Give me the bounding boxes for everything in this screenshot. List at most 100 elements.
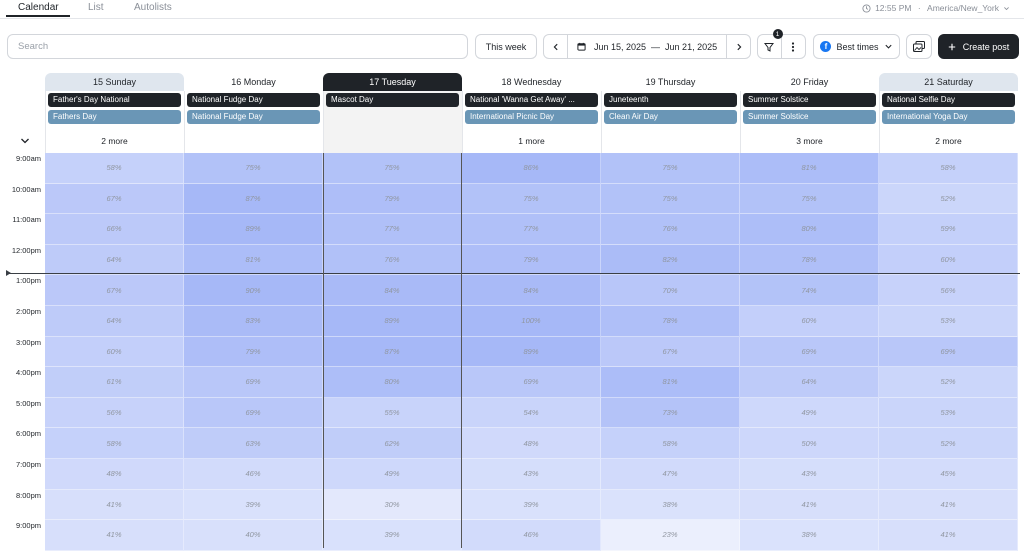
event-chip[interactable]: Clean Air Day — [604, 110, 737, 124]
event-chip[interactable]: Father's Day National — [48, 93, 181, 107]
time-slot-cell[interactable]: 41% — [879, 520, 1018, 551]
time-slot-cell[interactable]: 48% — [462, 428, 601, 459]
time-slot-cell[interactable]: 82% — [601, 244, 740, 276]
time-slot-cell[interactable]: 48% — [45, 459, 184, 490]
time-slot-cell[interactable]: 53% — [879, 397, 1018, 429]
time-slot-cell[interactable]: 56% — [45, 397, 184, 429]
time-slot-cell[interactable]: 39% — [462, 489, 601, 521]
time-slot-cell[interactable]: 74% — [740, 275, 879, 306]
time-slot-cell[interactable]: 75% — [462, 183, 601, 215]
event-chip[interactable]: National Fudge Day — [187, 93, 320, 107]
time-slot-cell[interactable]: 78% — [601, 306, 740, 337]
search-input[interactable]: Search — [7, 34, 468, 59]
time-slot-cell[interactable]: 80% — [740, 214, 879, 245]
event-chip[interactable]: Mascot Day — [326, 93, 459, 107]
time-slot-cell[interactable]: 100% — [462, 306, 601, 337]
time-slot-cell[interactable]: 87% — [323, 336, 462, 368]
more-options-button[interactable] — [782, 35, 805, 58]
time-slot-cell[interactable]: 60% — [879, 244, 1018, 276]
time-slot-cell[interactable]: 90% — [184, 275, 323, 306]
time-slot-cell[interactable]: 66% — [45, 214, 184, 245]
time-slot-cell[interactable]: 23% — [601, 520, 740, 551]
time-slot-cell[interactable]: 52% — [879, 428, 1018, 459]
time-slot-cell[interactable]: 43% — [462, 459, 601, 490]
time-slot-cell[interactable]: 50% — [740, 428, 879, 459]
time-slot-cell[interactable]: 89% — [184, 214, 323, 245]
more-events-link[interactable]: 3 more — [796, 136, 823, 146]
time-slot-cell[interactable]: 62% — [323, 428, 462, 459]
time-slot-cell[interactable]: 47% — [601, 459, 740, 490]
time-slot-cell[interactable]: 84% — [323, 275, 462, 306]
time-slot-cell[interactable]: 89% — [323, 306, 462, 337]
time-slot-cell[interactable]: 81% — [184, 244, 323, 276]
event-chip[interactable]: International Picnic Day — [465, 110, 598, 124]
this-week-button[interactable]: This week — [475, 34, 537, 59]
time-slot-cell[interactable]: 69% — [462, 367, 601, 398]
tab-autolists[interactable]: Autolists — [134, 2, 172, 13]
time-slot-cell[interactable]: 41% — [45, 520, 184, 551]
time-slot-cell[interactable]: 75% — [601, 153, 740, 184]
best-times-dropdown[interactable]: f Best times — [813, 34, 900, 59]
create-post-button[interactable]: Create post — [938, 34, 1019, 59]
day-header[interactable]: 16 Monday — [231, 77, 276, 87]
time-slot-cell[interactable]: 80% — [323, 367, 462, 398]
time-slot-cell[interactable]: 75% — [184, 153, 323, 184]
day-header[interactable]: 15 Sunday — [45, 73, 184, 91]
more-events-link[interactable]: 2 more — [101, 136, 128, 146]
time-slot-cell[interactable]: 58% — [45, 428, 184, 459]
media-library-button[interactable] — [906, 34, 932, 59]
time-slot-cell[interactable]: 75% — [740, 183, 879, 215]
time-slot-cell[interactable]: 75% — [601, 183, 740, 215]
time-slot-cell[interactable]: 76% — [601, 214, 740, 245]
day-header[interactable]: 21 Saturday — [879, 73, 1018, 91]
time-slot-cell[interactable]: 58% — [45, 153, 184, 184]
event-chip[interactable]: Summer Solstice — [743, 110, 876, 124]
time-slot-cell[interactable]: 69% — [184, 367, 323, 398]
time-slot-cell[interactable]: 56% — [879, 275, 1018, 306]
time-slot-cell[interactable]: 41% — [45, 489, 184, 521]
event-chip[interactable]: National 'Wanna Get Away' ... — [465, 93, 598, 107]
time-slot-cell[interactable]: 41% — [740, 489, 879, 521]
next-week-button[interactable] — [726, 35, 750, 58]
time-slot-cell[interactable]: 43% — [740, 459, 879, 490]
time-slot-cell[interactable]: 81% — [740, 153, 879, 184]
time-slot-cell[interactable]: 52% — [879, 183, 1018, 215]
time-slot-cell[interactable]: 46% — [184, 459, 323, 490]
time-slot-cell[interactable]: 39% — [184, 489, 323, 521]
prev-week-button[interactable] — [544, 35, 568, 58]
time-slot-cell[interactable]: 73% — [601, 397, 740, 429]
time-slot-cell[interactable]: 75% — [323, 153, 462, 184]
time-slot-cell[interactable]: 76% — [323, 244, 462, 276]
filter-button[interactable]: 1 — [758, 29, 783, 58]
time-slot-cell[interactable]: 30% — [323, 489, 462, 521]
time-slot-cell[interactable]: 55% — [323, 397, 462, 429]
event-chip[interactable]: Summer Solstice — [743, 93, 876, 107]
time-slot-cell[interactable]: 60% — [740, 306, 879, 337]
time-slot-cell[interactable]: 54% — [462, 397, 601, 429]
more-events-link[interactable]: 2 more — [935, 136, 962, 146]
tab-list[interactable]: List — [88, 2, 104, 13]
time-slot-cell[interactable]: 81% — [601, 367, 740, 398]
time-slot-cell[interactable]: 64% — [740, 367, 879, 398]
day-header[interactable]: 18 Wednesday — [501, 77, 562, 87]
time-slot-cell[interactable]: 58% — [879, 153, 1018, 184]
time-slot-cell[interactable]: 67% — [45, 183, 184, 215]
time-slot-cell[interactable]: 78% — [740, 244, 879, 276]
time-slot-cell[interactable]: 52% — [879, 367, 1018, 398]
time-slot-cell[interactable]: 67% — [601, 336, 740, 368]
time-slot-cell[interactable]: 49% — [323, 459, 462, 490]
time-slot-cell[interactable]: 69% — [184, 397, 323, 429]
more-events-link[interactable]: 1 more — [518, 136, 545, 146]
time-slot-cell[interactable]: 39% — [323, 520, 462, 551]
event-chip[interactable]: National Selfie Day — [882, 93, 1015, 107]
time-slot-cell[interactable]: 79% — [323, 183, 462, 215]
time-slot-cell[interactable]: 77% — [462, 214, 601, 245]
time-slot-cell[interactable]: 41% — [879, 489, 1018, 521]
time-slot-cell[interactable]: 46% — [462, 520, 601, 551]
day-header[interactable]: 19 Thursday — [645, 77, 696, 87]
event-chip[interactable]: National Fudge Day — [187, 110, 320, 124]
time-slot-cell[interactable]: 89% — [462, 336, 601, 368]
time-slot-cell[interactable]: 58% — [601, 428, 740, 459]
time-slot-cell[interactable]: 53% — [879, 306, 1018, 337]
time-slot-cell[interactable]: 49% — [740, 397, 879, 429]
